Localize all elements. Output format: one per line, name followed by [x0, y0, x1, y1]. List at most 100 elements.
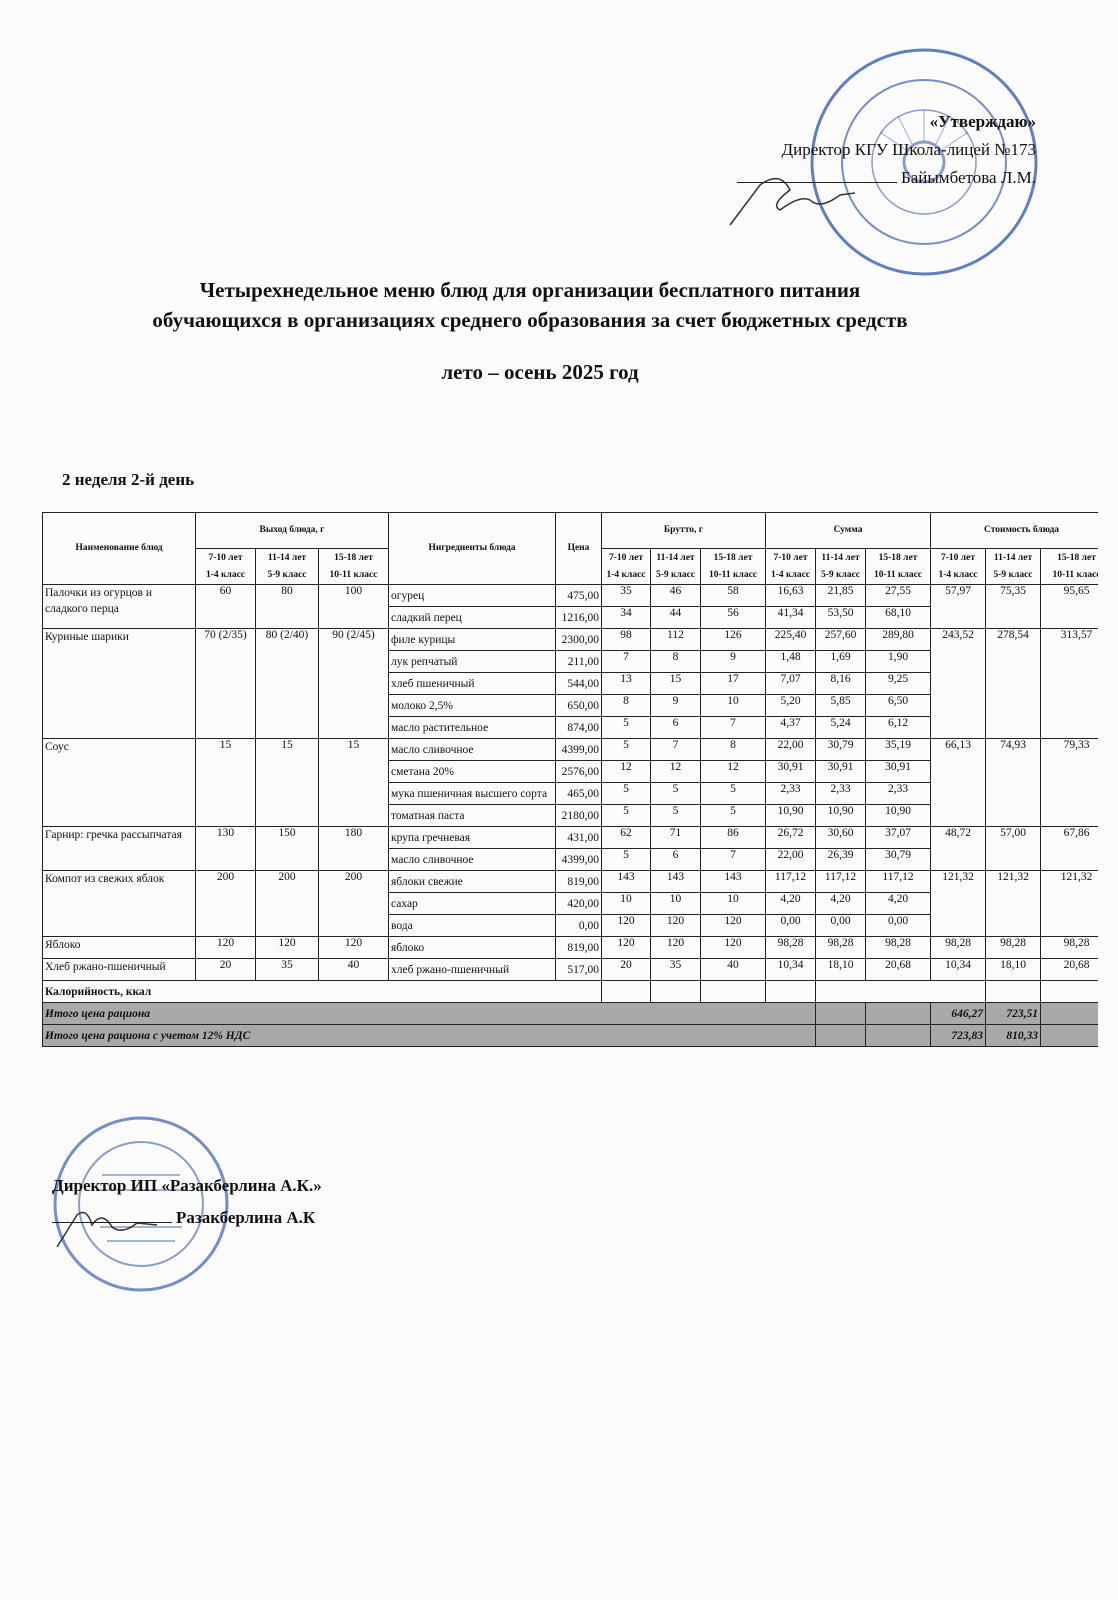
age-label: 15-18 лет [713, 552, 753, 563]
ingredient-sum: 2,33 [765, 782, 817, 805]
dish-cost: 79,33 [1040, 738, 1098, 827]
dish-yield: 90 (2/45) [318, 628, 389, 739]
ingredient-brutto: 15 [650, 672, 701, 695]
ingredient-sum: 4,20 [765, 892, 817, 915]
ingredient-brutto: 5 [601, 804, 651, 827]
ingredient-brutto: 9 [650, 694, 701, 717]
header-age-group: 15-18 лет 10-11 класс [318, 548, 389, 585]
ingredient-sum: 7,07 [765, 672, 817, 695]
ingredient-sum: 1,90 [865, 650, 932, 673]
document-title: Четырехнедельное меню блюд для организац… [0, 275, 1060, 335]
ingredient-sum: 2,33 [865, 782, 932, 805]
ingredient-sum: 30,91 [815, 760, 867, 783]
dish-yield: 100 [318, 584, 389, 629]
ingredient-name: лук репчатый [388, 650, 556, 673]
dish-cost: 98,28 [985, 936, 1042, 959]
total-value: 89 [1040, 1024, 1098, 1047]
title-line-2: обучающихся в организациях среднего обра… [152, 308, 908, 332]
ingredient-brutto: 7 [601, 650, 651, 673]
title-line-1: Четырехнедельное меню блюд для организац… [199, 278, 861, 302]
header-age-group: 11-14 лет 5-9 класс [255, 548, 319, 585]
ingredient-name: хлеб ржано-пшеничный [388, 958, 556, 981]
ingredient-sum: 257,60 [815, 628, 867, 651]
dish-cost: 48,72 [930, 826, 987, 871]
ingredient-brutto: 143 [650, 870, 701, 893]
ingredient-brutto: 5 [650, 782, 701, 805]
ingredient-brutto: 120 [601, 936, 651, 959]
ingredient-brutto: 5 [601, 738, 651, 761]
header-yield: Выход блюда, г [195, 512, 389, 549]
ingredient-price: 4399,00 [555, 738, 602, 761]
dish-yield: 35 [255, 958, 319, 981]
menu-day: 2 неделя 2-й день [62, 470, 195, 489]
school-seal-stamp [810, 48, 1038, 276]
supplier-position: Директор ИП «Разакберлина А.К.» [52, 1176, 322, 1195]
ingredient-sum: 37,07 [865, 826, 932, 849]
ingredient-sum: 35,19 [865, 738, 932, 761]
age-label: 11-14 лет [821, 552, 860, 563]
ingredient-name: крупа гречневая [388, 826, 556, 849]
ingredient-brutto: 5 [601, 782, 651, 805]
grade-label: 1-4 класс [771, 569, 811, 580]
ingredient-sum: 0,00 [815, 914, 867, 937]
table-row: Яблоко 120 120 120 яблоко 819,00 120 120 120 98,2… [42, 936, 1098, 959]
empty-cell [815, 1024, 867, 1047]
ingredient-price: 0,00 [555, 914, 602, 937]
dish-cost: 95,65 [1040, 584, 1098, 629]
calories-label: Калорийность, ккал [42, 980, 602, 1003]
grade-label: 10-11 класс [709, 569, 758, 580]
table-row: Гарнир: гречка рассыпчатая 130 150 180 крупа… [42, 826, 1098, 871]
grade-label: 1-4 класс [938, 569, 978, 580]
ingredient-name: молоко 2,5% [388, 694, 556, 717]
ingredient-sum: 22,00 [765, 848, 817, 871]
empty-cell [865, 1024, 932, 1047]
total-value: 723,51 [985, 1002, 1042, 1025]
ingredient-sum: 10,90 [865, 804, 932, 827]
ingredient-brutto: 8 [699, 738, 767, 761]
total-value: 79 [1040, 1002, 1098, 1025]
signature-director [729, 177, 856, 226]
supplier-name: Разакберлина А.К [176, 1208, 316, 1227]
supplier-block: Директор ИП «Разакберлина А.К.» Разакбер… [52, 1170, 322, 1234]
ingredient-price: 1216,00 [555, 606, 602, 629]
ingredient-price: 211,00 [555, 650, 602, 673]
dish-yield: 80 (2/40) [255, 628, 319, 739]
ingredient-sum: 6,12 [865, 716, 932, 739]
ingredient-brutto: 6 [650, 716, 701, 739]
ingredient-name: огурец [388, 584, 556, 607]
ingredient-brutto: 40 [699, 958, 767, 981]
ingredient-sum: 98,28 [815, 936, 867, 959]
ingredient-brutto: 58 [699, 584, 767, 607]
ingredient-brutto: 8 [650, 650, 701, 673]
ingredient-brutto: 5 [650, 804, 701, 827]
header-age-group: 11-14 лет 5-9 класс [985, 548, 1042, 585]
empty-cell [601, 980, 651, 1003]
ingredient-sum: 30,91 [865, 760, 932, 783]
ingredient-brutto: 20 [601, 958, 651, 981]
ingredient-price: 517,00 [555, 958, 602, 981]
calories-row: Калорийность, ккал [42, 980, 1098, 1003]
grade-label: 10-11 класс [329, 569, 378, 580]
ingredient-sum: 10,90 [765, 804, 817, 827]
ingredient-sum: 18,10 [815, 958, 867, 981]
ingredient-sum: 117,12 [815, 870, 867, 893]
grade-label: 10-11 класс [874, 569, 923, 580]
dish-name: Соус [42, 738, 196, 827]
header-age-group: 7-10 лет 1-4 класс [195, 548, 256, 585]
ingredient-name: мука пшеничная высшего сорта [388, 782, 556, 805]
ingredient-brutto: 112 [650, 628, 701, 651]
ingredient-brutto: 5 [699, 804, 767, 827]
table-row: Куриные шарики 70 (2/35) 80 (2/40) 90 (2/45… [42, 628, 1098, 739]
ingredient-brutto: 10 [699, 694, 767, 717]
age-label: 7-10 лет [208, 552, 243, 563]
ingredient-price: 874,00 [555, 716, 602, 739]
ingredient-sum: 30,79 [815, 738, 867, 761]
ingredient-sum: 10,34 [765, 958, 817, 981]
ingredient-sum: 30,60 [815, 826, 867, 849]
approval-name: Байымбетова Л.М. [900, 168, 1036, 187]
dish-yield: 120 [195, 936, 256, 959]
dish-cost: 75,35 [985, 584, 1042, 629]
ingredient-sum: 16,63 [765, 584, 817, 607]
ingredient-sum: 9,25 [865, 672, 932, 695]
ingredient-name: яблоки свежие [388, 870, 556, 893]
